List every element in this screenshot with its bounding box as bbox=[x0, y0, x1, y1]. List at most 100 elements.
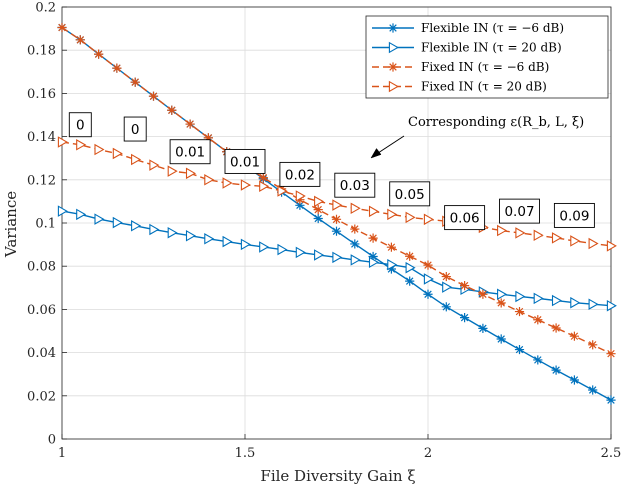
data-point bbox=[405, 211, 416, 224]
epsilon-box: 0.05 bbox=[389, 181, 431, 207]
legend-marker bbox=[388, 80, 399, 93]
epsilon-box-frame bbox=[123, 116, 147, 142]
annotation-layer: 0 0 0.01 0.01 0.02 0.03 0.05 0.06 0.07 0.09 Corres… bbox=[68, 112, 595, 231]
epsilon-box-label: 0 bbox=[76, 118, 85, 134]
epsilon-box-frame bbox=[68, 112, 92, 138]
data-point bbox=[514, 306, 525, 317]
data-point bbox=[551, 232, 563, 244]
data-point bbox=[515, 290, 526, 303]
epsilon-box: 0.02 bbox=[279, 161, 321, 187]
data-point bbox=[76, 139, 87, 151]
epsilon-box-label: 0.09 bbox=[559, 208, 589, 224]
epsilon-box-label: 0.03 bbox=[340, 178, 370, 194]
data-point bbox=[240, 238, 251, 251]
epsilon-note: Corresponding ε(R_b, L, ξ) bbox=[408, 115, 584, 130]
epsilon-arrow-shaft bbox=[374, 135, 405, 156]
data-point bbox=[350, 254, 361, 266]
epsilon-box-label: 0.02 bbox=[285, 167, 315, 183]
data-point bbox=[332, 251, 343, 264]
legend-box bbox=[365, 15, 609, 99]
data-point bbox=[204, 174, 215, 186]
data-point bbox=[167, 105, 177, 115]
data-point bbox=[314, 249, 325, 261]
data-point bbox=[222, 235, 233, 248]
data-point bbox=[514, 344, 525, 355]
y-tick-label: 0.06 bbox=[27, 303, 56, 318]
x-tick-label: 1.5 bbox=[235, 446, 256, 461]
data-point bbox=[496, 298, 506, 308]
epsilon-box: 0.07 bbox=[499, 198, 540, 224]
legend-entry: Fixed IN (τ = −6 dB) bbox=[372, 60, 549, 74]
data-point bbox=[57, 205, 68, 217]
data-point bbox=[368, 233, 378, 243]
legend-label: Fixed IN (τ = −6 dB) bbox=[421, 60, 549, 74]
data-point bbox=[94, 213, 105, 225]
data-point bbox=[350, 202, 361, 215]
data-point bbox=[441, 271, 451, 282]
data-point bbox=[130, 77, 140, 87]
data-point bbox=[441, 302, 451, 312]
epsilon-box-label: 0.05 bbox=[395, 187, 425, 203]
epsilon-box: 0.06 bbox=[444, 205, 486, 231]
data-point bbox=[57, 22, 67, 33]
epsilon-box-frame bbox=[224, 148, 266, 174]
data-point bbox=[76, 208, 87, 221]
data-point bbox=[515, 227, 526, 239]
data-point bbox=[277, 243, 288, 256]
y-tick-label: 0.16 bbox=[27, 87, 56, 102]
data-point bbox=[204, 233, 215, 245]
y-tick-label: 0.02 bbox=[27, 389, 56, 404]
data-point bbox=[259, 180, 270, 193]
epsilon-box: 0.01 bbox=[224, 148, 266, 174]
epsilon-box: 0.01 bbox=[169, 139, 211, 165]
data-point bbox=[497, 224, 508, 237]
legend-marker bbox=[388, 23, 398, 33]
data-point bbox=[386, 242, 396, 252]
data-point bbox=[167, 226, 178, 239]
y-tick-label: 0.18 bbox=[27, 44, 56, 59]
data-point bbox=[386, 264, 396, 274]
data-point bbox=[112, 63, 122, 73]
data-point bbox=[387, 258, 398, 271]
data-point bbox=[478, 289, 488, 299]
y-axis-label: Variance bbox=[2, 191, 20, 258]
epsilon-box-label: 0.01 bbox=[230, 154, 260, 170]
data-point bbox=[94, 49, 104, 59]
epsilon-box-frame bbox=[169, 139, 211, 165]
data-point bbox=[423, 260, 433, 270]
data-point bbox=[423, 273, 434, 285]
data-point bbox=[387, 208, 398, 221]
epsilon-box-frame bbox=[499, 198, 540, 224]
series-2 bbox=[57, 205, 617, 312]
data-point bbox=[551, 365, 561, 375]
data-point bbox=[606, 395, 616, 405]
data-point bbox=[112, 147, 123, 160]
data-point bbox=[259, 241, 270, 253]
data-point bbox=[295, 195, 305, 205]
legend-entry: Fixed IN (τ = 20 dB) bbox=[372, 80, 547, 94]
data-point bbox=[94, 143, 105, 156]
data-point bbox=[405, 261, 416, 274]
epsilon-box-label: 0 bbox=[131, 122, 140, 138]
data-point bbox=[131, 220, 142, 232]
data-point bbox=[295, 200, 305, 210]
data-point bbox=[112, 216, 123, 229]
data-point bbox=[551, 323, 561, 333]
axes: 1 1.5 2 2.5 0 0.02 0.04 0.06 0.08 0.1 0.12 0.14 0.16… bbox=[27, 1, 621, 462]
epsilon-box-label: 0.07 bbox=[504, 204, 534, 220]
data-point bbox=[460, 281, 470, 291]
data-point bbox=[240, 179, 251, 191]
data-point bbox=[460, 313, 470, 323]
data-point bbox=[423, 213, 434, 226]
data-point bbox=[442, 281, 453, 293]
data-point bbox=[368, 205, 380, 218]
data-point bbox=[569, 375, 579, 385]
data-point bbox=[203, 133, 213, 143]
epsilon-box: 0 bbox=[123, 116, 147, 142]
data-point bbox=[588, 298, 599, 310]
epsilon-box-frame bbox=[444, 205, 486, 231]
epsilon-box: 0.09 bbox=[553, 202, 595, 228]
x-tick-label: 1 bbox=[58, 446, 66, 461]
data-point bbox=[368, 251, 378, 262]
epsilon-box-label: 0.01 bbox=[175, 145, 205, 161]
